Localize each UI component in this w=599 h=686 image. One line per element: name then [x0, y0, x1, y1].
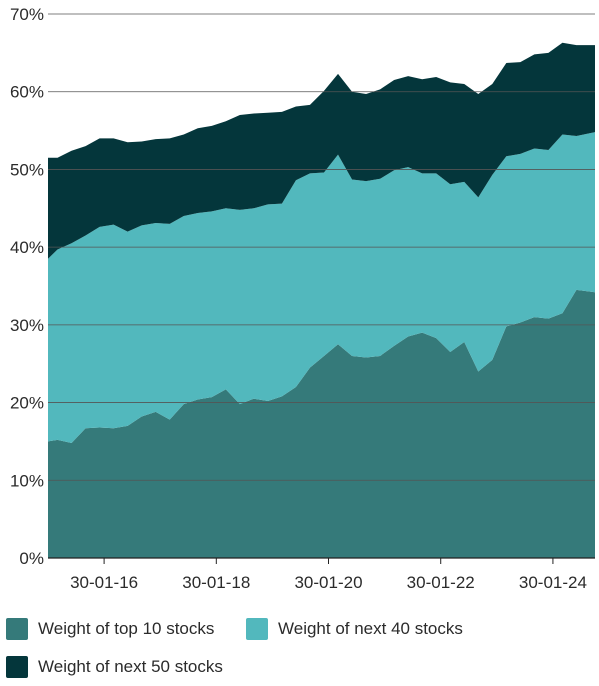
y-tick-label: 60% — [10, 83, 44, 102]
y-tick-label: 10% — [10, 471, 44, 490]
x-axis: 30-01-16 30-01-18 30-01-20 30-01-22 30-01-24 — [70, 558, 587, 592]
x-tick-label: 30-01-18 — [182, 573, 250, 592]
x-tick-label: 30-01-20 — [294, 573, 362, 592]
x-tick-label: 30-01-16 — [70, 573, 138, 592]
y-tick-label: 20% — [10, 394, 44, 413]
legend-item-top-10: Weight of top 10 stocks — [6, 618, 214, 640]
legend-label-next-50: Weight of next 50 stocks — [38, 657, 223, 676]
stacked-area-chart: 0% 10% 20% 30% 40% 50% 60% 70% 30-01-16 30-01-18… — [10, 5, 595, 592]
y-tick-label: 70% — [10, 5, 44, 24]
x-tick-label: 30-01-24 — [519, 573, 587, 592]
y-tick-label: 50% — [10, 160, 44, 179]
legend-label-next-40: Weight of next 40 stocks — [278, 619, 463, 638]
area-next-40 — [48, 132, 595, 443]
area-next-50 — [48, 42, 595, 259]
gridlines — [48, 13, 595, 559]
legend-swatch-next-40 — [246, 618, 268, 640]
y-tick-label: 0% — [19, 549, 44, 568]
legend-label-top-10: Weight of top 10 stocks — [38, 619, 215, 638]
x-tick-label: 30-01-22 — [407, 573, 475, 592]
y-axis: 0% 10% 20% 30% 40% 50% 60% 70% — [10, 5, 44, 568]
y-tick-label: 40% — [10, 238, 44, 257]
legend-item-next-40: Weight of next 40 stocks — [246, 618, 463, 640]
area-top-10 — [48, 289, 595, 558]
legend-item-next-50: Weight of next 50 stocks — [6, 656, 223, 678]
legend-swatch-next-50 — [6, 656, 28, 678]
y-tick-label: 30% — [10, 316, 44, 335]
legend-swatch-top-10 — [6, 618, 28, 640]
area-layer — [48, 42, 595, 558]
